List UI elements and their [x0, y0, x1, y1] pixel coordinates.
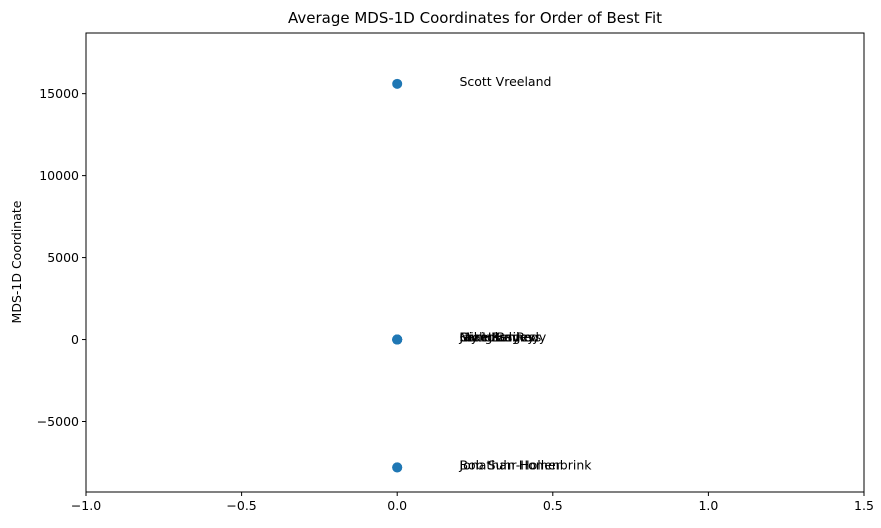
point-annotation: Nicholas Roy [459, 330, 540, 345]
point-annotation: Sam Burgess [459, 330, 541, 345]
y-tick-label: 10000 [39, 168, 79, 183]
x-tick-label: −1.0 [71, 498, 101, 513]
y-tick-label: −5000 [37, 414, 79, 429]
scatter-point [392, 334, 403, 345]
point-annotation: Jay Hardy [458, 330, 520, 345]
scatter-point [392, 78, 403, 89]
scatter-point [392, 462, 403, 473]
y-tick-label: 0 [71, 332, 79, 347]
x-tick-label: −0.5 [226, 498, 256, 513]
x-axis: −1.0 −0.5 0.0 0.5 1.0 1.5 [71, 492, 874, 513]
y-axis-label: MDS-1D Coordinate [9, 200, 24, 323]
plot-frame [85, 32, 865, 493]
chart-title: Average MDS-1D Coordinates for Order of … [288, 9, 662, 27]
y-axis: −5000 0 5000 10000 15000 [37, 86, 86, 429]
x-tick-label: 1.5 [854, 498, 874, 513]
point-annotation: Scott Vreeland [459, 74, 551, 89]
x-tick-label: 0.0 [387, 498, 407, 513]
x-tick-label: 0.5 [543, 498, 563, 513]
y-tick-label: 5000 [47, 250, 79, 265]
y-tick-label: 15000 [39, 86, 79, 101]
point-annotation: Mike Kennedy [459, 330, 546, 345]
x-tick-label: 1.0 [698, 498, 718, 513]
point-annotation: Craig Bailey [459, 330, 535, 345]
point-annotation: Bob Suhr-Hollenbrink [459, 457, 592, 472]
point-annotation: Jonathan Homer [458, 457, 561, 472]
